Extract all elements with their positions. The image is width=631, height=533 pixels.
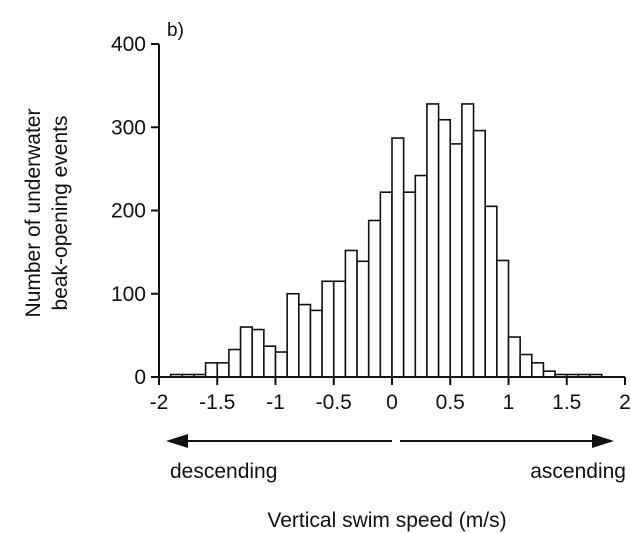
- ascending-arrowhead: [592, 434, 614, 448]
- y-axis-title-line-1: Number of underwater: [22, 109, 45, 318]
- histogram-bar: [332, 280, 347, 378]
- x-axis: -2 -1.5 -1 -0.5 0 0.5 1 1.5 2: [150, 376, 631, 414]
- y-axis-title: Number of underwater beak-opening events: [22, 109, 72, 318]
- histogram-bar: [449, 143, 463, 378]
- direction-arrows: [166, 434, 614, 448]
- histogram-bars: [169, 103, 603, 378]
- histogram-bar: [297, 303, 312, 378]
- x-tick-label: -1: [266, 391, 285, 414]
- x-tick-label: 1.5: [552, 391, 581, 414]
- histogram-bar: [263, 345, 277, 378]
- x-tick-label: 0.5: [436, 391, 465, 414]
- histogram-bar: [204, 362, 219, 378]
- histogram-bar: [251, 328, 265, 378]
- y-tick-label: 400: [111, 33, 146, 56]
- histogram-bar: [239, 326, 254, 378]
- x-tick-label: -0.5: [316, 391, 352, 414]
- histogram-bar: [414, 174, 428, 378]
- histogram-bar: [484, 205, 498, 378]
- y-tick-label: 300: [111, 116, 146, 139]
- histogram-bar: [216, 362, 230, 378]
- x-tick-label: -1.5: [199, 391, 235, 414]
- y-axis-title-line-2: beak-opening events: [49, 116, 72, 311]
- histogram-bar: [274, 351, 288, 378]
- histogram-bar: [530, 362, 545, 378]
- histogram-bar: [228, 348, 242, 378]
- y-axis: 0 100 200 300 400: [111, 33, 160, 389]
- descending-label: descending: [170, 460, 277, 483]
- histogram-bar: [472, 129, 486, 378]
- panel-label: b): [167, 20, 184, 41]
- histogram-bar: [461, 103, 475, 378]
- x-tick-label: 1: [503, 391, 515, 414]
- histogram-bar: [391, 137, 405, 378]
- histogram-bar: [426, 103, 440, 378]
- y-tick-label: 0: [134, 366, 146, 389]
- descending-arrowhead: [166, 434, 188, 448]
- x-tick-label: 2: [619, 391, 631, 414]
- histogram-bar: [379, 191, 393, 378]
- y-tick-label: 200: [111, 200, 146, 223]
- histogram-bar: [507, 336, 521, 378]
- ascending-label: ascending: [530, 460, 626, 483]
- x-tick-label: -2: [150, 391, 169, 414]
- histogram-bar: [344, 249, 358, 378]
- histogram-bar: [367, 219, 382, 378]
- x-tick-label: 0: [386, 391, 398, 414]
- histogram-bar: [356, 260, 370, 378]
- histogram-bar: [309, 309, 323, 378]
- x-axis-title: Vertical swim speed (m/s): [267, 509, 506, 532]
- y-tick-label: 100: [111, 283, 146, 306]
- histogram-bar: [321, 280, 335, 378]
- histogram-bar: [496, 259, 510, 378]
- histogram-bar: [437, 118, 452, 378]
- histogram-bar: [286, 292, 300, 378]
- histogram-bar: [519, 353, 533, 378]
- histogram-bar: [402, 191, 417, 378]
